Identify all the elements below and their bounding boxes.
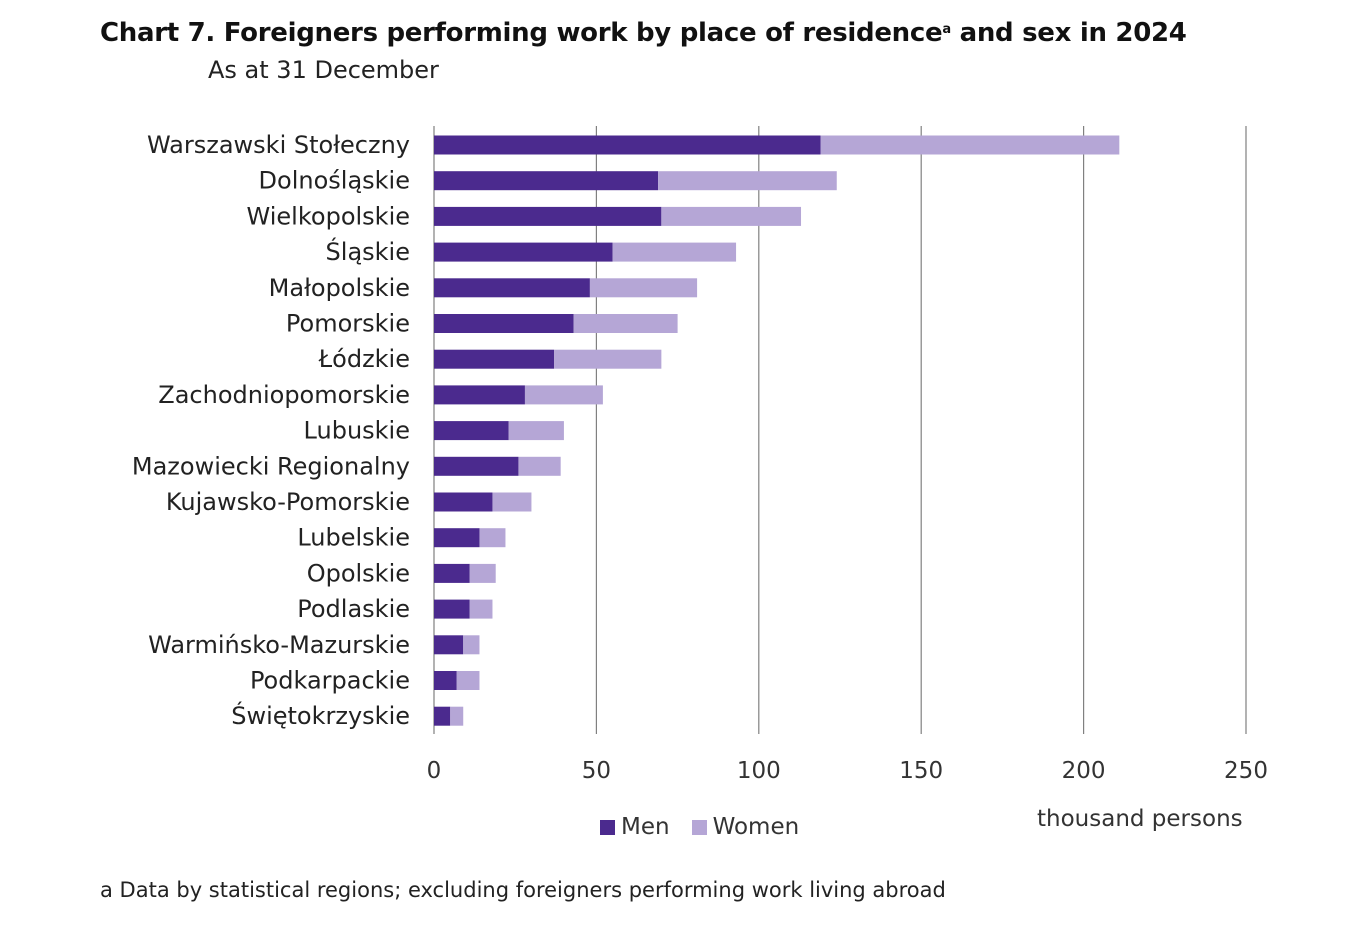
bar-men — [434, 599, 470, 619]
bar-women — [554, 349, 662, 369]
x-tick-label-250: 250 — [1224, 758, 1268, 784]
category-label: Świętokrzyskie — [231, 700, 410, 730]
category-label: Kujawsko-Pomorskie — [166, 488, 410, 516]
footnote: a Data by statistical regions; excluding… — [100, 878, 946, 902]
bar-women — [456, 671, 480, 690]
bar-men — [434, 314, 574, 333]
category-label: Śląskie — [326, 236, 410, 266]
bar-women — [820, 135, 1120, 155]
category-label: Warszawski Stołeczny — [147, 131, 410, 159]
category-label: Lubuskie — [304, 417, 410, 445]
category-label: Dolnośląskie — [259, 167, 410, 195]
legend-label-men: Men — [621, 814, 670, 840]
x-tick-label-50: 50 — [582, 758, 611, 784]
chart-subtitle: As at 31 December — [208, 56, 439, 84]
bar-men — [434, 528, 480, 548]
category-label: Łódzkie — [318, 345, 410, 373]
bar-men — [434, 349, 555, 369]
legend: Men Women — [600, 814, 821, 840]
category-label: Wielkopolskie — [247, 202, 410, 230]
category-label: Mazowiecki Regionalny — [132, 452, 410, 480]
bar-men — [434, 242, 613, 262]
bar-women — [661, 206, 802, 226]
x-tick-label-200: 200 — [1062, 758, 1106, 784]
bar-women — [658, 171, 837, 191]
bar-men — [434, 635, 464, 655]
x-tick-label-0: 0 — [427, 758, 442, 784]
x-axis-unit-label: thousand persons — [1037, 806, 1243, 832]
chart-title: Chart 7. Foreigners performing work by p… — [100, 18, 1187, 48]
legend-swatch-men — [600, 819, 615, 835]
bar-men — [434, 171, 659, 191]
category-label: Warmińsko-Mazurskie — [148, 631, 410, 659]
bar-men — [434, 278, 590, 298]
category-label: Podkarpackie — [250, 667, 410, 695]
bar-women — [518, 456, 561, 476]
category-label: Pomorskie — [286, 310, 410, 338]
x-tick-label-150: 150 — [899, 758, 943, 784]
category-label: Podlaskie — [297, 595, 410, 623]
legend-item-men: Men — [600, 814, 670, 840]
bar-men — [434, 135, 821, 155]
bar-women — [469, 599, 493, 619]
bar-women — [524, 385, 603, 405]
category-label: Zachodniopomorskie — [158, 381, 410, 409]
legend-swatch-women — [691, 819, 707, 835]
legend-label-women: Women — [712, 814, 800, 840]
bar-women — [479, 528, 506, 548]
bar-men — [434, 385, 525, 405]
bar-men — [434, 706, 451, 726]
bar-women — [469, 563, 496, 583]
category-label: Lubelskie — [297, 524, 410, 552]
bar-women — [573, 314, 678, 333]
bar-women — [508, 421, 564, 441]
bar-men — [434, 671, 457, 690]
bar-women — [450, 706, 464, 726]
bar-men — [434, 421, 509, 441]
x-tick-label-100: 100 — [737, 758, 781, 784]
legend-item-women: Women — [691, 814, 800, 840]
bar-men — [434, 563, 470, 583]
category-label: Małopolskie — [269, 274, 410, 302]
bar-men — [434, 492, 493, 512]
bar-women — [463, 635, 480, 655]
bar-women — [492, 492, 532, 512]
bar-men — [434, 456, 519, 476]
bar-women — [589, 278, 698, 298]
bar-women — [612, 242, 737, 262]
bar-men — [434, 206, 662, 226]
category-label: Opolskie — [307, 559, 410, 587]
